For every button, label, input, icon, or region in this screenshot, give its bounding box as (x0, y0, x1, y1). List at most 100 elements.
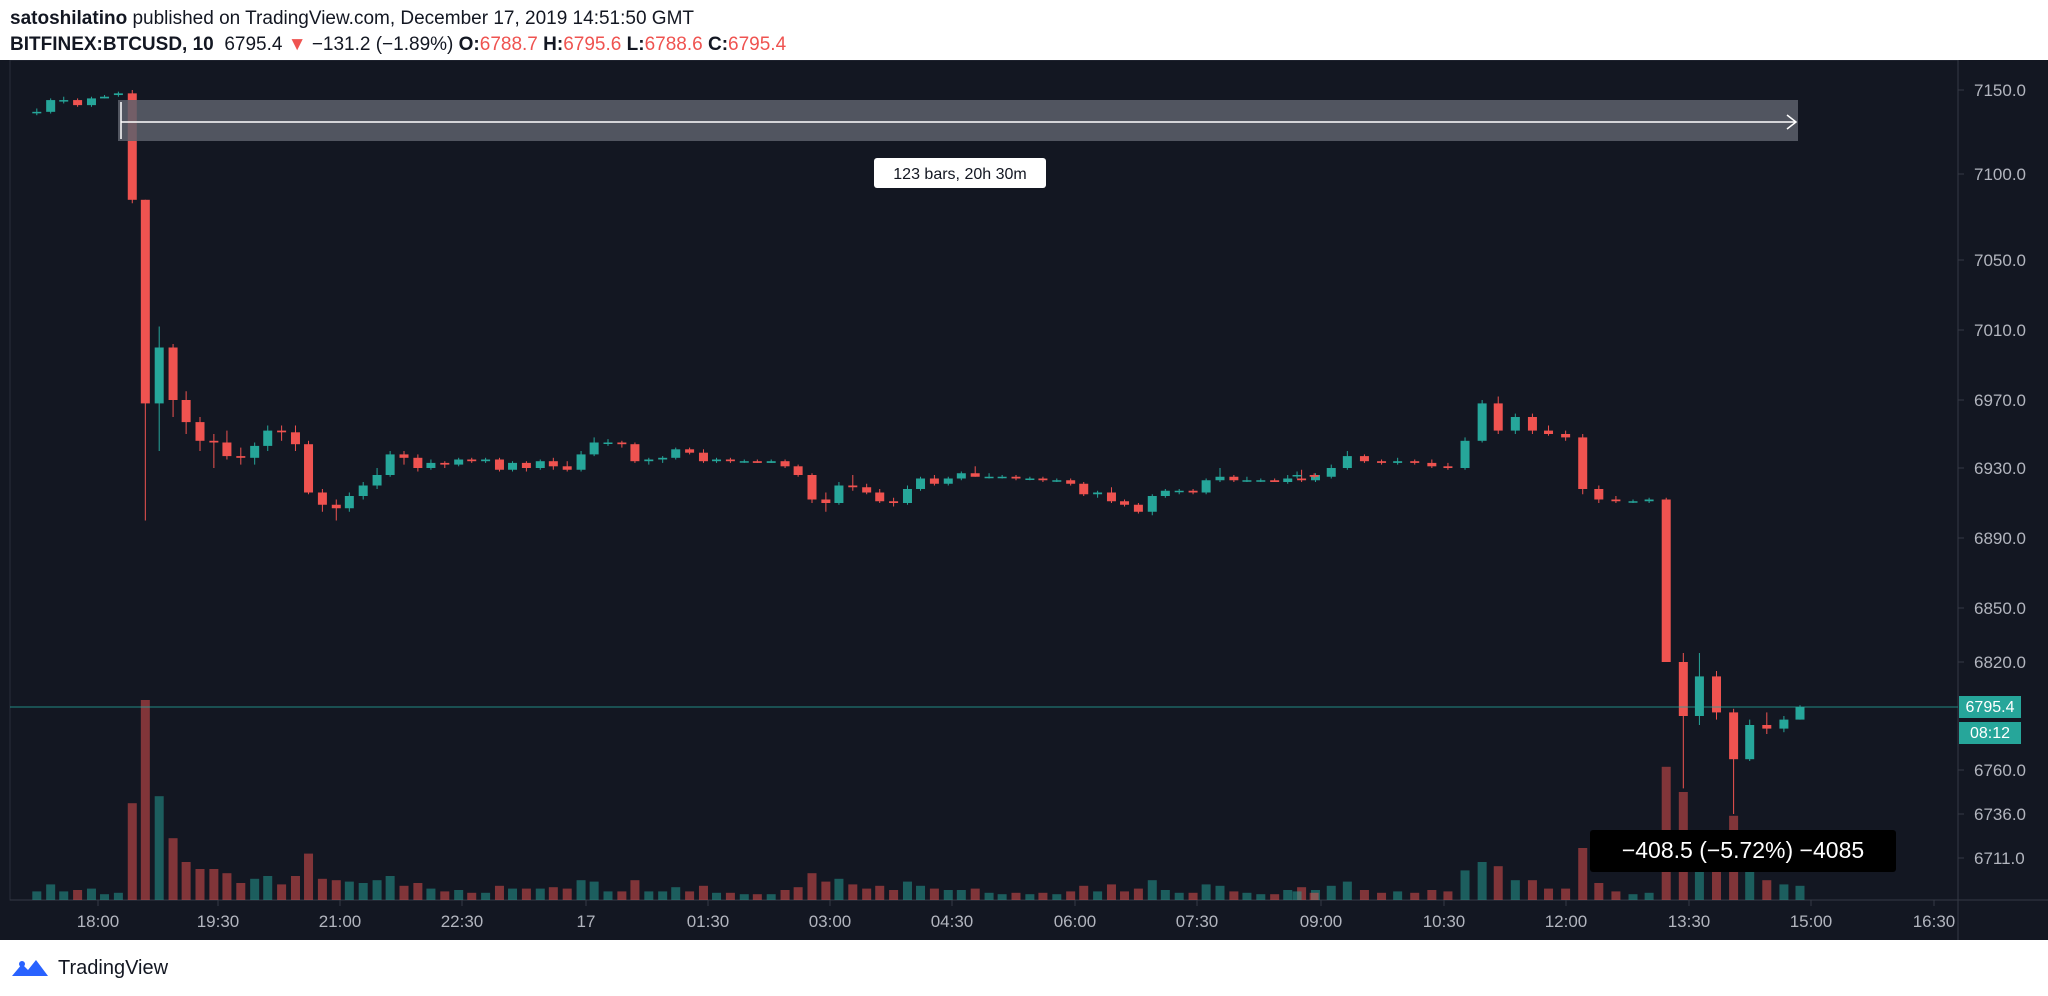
candle (521, 461, 531, 472)
candle-body (236, 456, 246, 458)
candle (467, 457, 477, 463)
volume-bar (250, 878, 260, 900)
publisher-name[interactable]: satoshilatino (10, 8, 128, 29)
candle (494, 457, 504, 472)
tradingview-logo[interactable]: TradingView (10, 954, 168, 982)
candle-body (916, 478, 926, 489)
candle (875, 489, 885, 503)
volume-bar (1493, 866, 1503, 900)
volume-bar (862, 888, 872, 900)
price-axis[interactable]: 7150.0 7100.0 7050.0 7010.0 6970.0 6930.0 6890… (1958, 81, 2026, 868)
candle-body (1745, 725, 1755, 760)
publish-line: satoshilatino published on TradingView.c… (10, 6, 2030, 32)
candle (1729, 708, 1739, 814)
candle (1342, 451, 1352, 470)
candle (1377, 459, 1387, 465)
candle (1079, 482, 1089, 496)
candle-body (413, 457, 423, 468)
time-axis[interactable]: 18:00 19:30 21:00 22:30 17 01:30 03:00 04:30 06:… (77, 900, 1956, 931)
chart-area[interactable]: 123 bars, 20h 30m −408.5 (−5.72%) −4085 … (0, 59, 2048, 940)
candle-body (331, 504, 341, 509)
chart-header: satoshilatino published on TradingView.c… (10, 6, 2030, 58)
candle (1292, 471, 1302, 479)
candles (32, 90, 1805, 814)
candle (399, 451, 409, 465)
volume-bar (984, 892, 994, 900)
candle (834, 482, 844, 505)
candle (603, 439, 613, 446)
candle-body (1510, 417, 1520, 431)
volume-bar (1410, 892, 1420, 900)
candle (1133, 503, 1143, 514)
volume-bar (1106, 884, 1116, 900)
candle (862, 483, 872, 495)
candle (1644, 497, 1654, 503)
candle (59, 96, 69, 104)
volume-bar (399, 885, 409, 900)
candle-body (1795, 707, 1805, 720)
candle (916, 476, 926, 491)
candle-body (589, 442, 599, 455)
x-tick-label: 19:30 (197, 912, 240, 931)
date-range-box[interactable] (118, 100, 1798, 141)
candle (617, 440, 627, 448)
volume-bar (698, 885, 708, 900)
candle (1229, 475, 1239, 482)
volume-bar (304, 853, 314, 900)
candle (1326, 464, 1336, 479)
candle-body (1410, 461, 1420, 463)
candle (1309, 473, 1319, 479)
volume-bar (562, 888, 572, 900)
volume-bar (997, 894, 1007, 900)
candle-body (59, 100, 69, 102)
candle (413, 454, 423, 472)
down-arrow-icon: ▼ (287, 34, 307, 55)
candle (793, 464, 803, 477)
candle (766, 459, 776, 463)
candle (426, 459, 436, 470)
volume-bar (32, 891, 42, 900)
volume-bar (1229, 891, 1239, 900)
candle (807, 473, 817, 503)
candlestick-chart[interactable]: 123 bars, 20h 30m −408.5 (−5.72%) −4085 … (0, 59, 2048, 940)
volume-bar (875, 885, 885, 900)
candle-body (834, 485, 844, 503)
symbol-label[interactable]: BITFINEX:BTCUSD, 10 (10, 34, 214, 55)
candle-body (1644, 499, 1654, 502)
candle-body (848, 485, 858, 488)
y-tick-label: 7100.0 (1974, 165, 2026, 184)
volume-bar (1270, 894, 1280, 900)
candle-body (1106, 492, 1116, 502)
open-value: 6788.7 (479, 34, 538, 55)
volume-bar (1256, 894, 1266, 900)
volume-bar (1628, 894, 1638, 900)
volume-bar (358, 883, 368, 900)
x-tick-label: 16:30 (1913, 912, 1956, 931)
volume-bar (426, 888, 436, 900)
x-tick-label: 04:30 (931, 912, 974, 931)
candle (1779, 716, 1789, 733)
candle (1795, 705, 1805, 720)
candle-body (168, 347, 178, 400)
candle (1628, 499, 1638, 503)
candle (929, 475, 939, 486)
x-tick-label: 17 (577, 912, 596, 931)
candle-body (739, 461, 749, 463)
candle-body (752, 461, 762, 463)
volume-bar (1011, 892, 1021, 900)
candle-body (154, 347, 164, 404)
volume-bar (494, 885, 504, 900)
candle-body (222, 442, 232, 457)
low-label: L: (626, 34, 645, 55)
candle (1052, 478, 1062, 482)
measure-label: −408.5 (−5.72%) −4085 (1622, 837, 1864, 863)
low-value: 6788.6 (644, 34, 703, 55)
candle (698, 449, 708, 463)
candle (1410, 459, 1420, 465)
candle-body (494, 459, 504, 470)
volume-bar (181, 862, 191, 900)
candle (236, 447, 246, 465)
candle (1427, 459, 1437, 468)
candle (943, 476, 953, 486)
candle-body (127, 93, 137, 200)
